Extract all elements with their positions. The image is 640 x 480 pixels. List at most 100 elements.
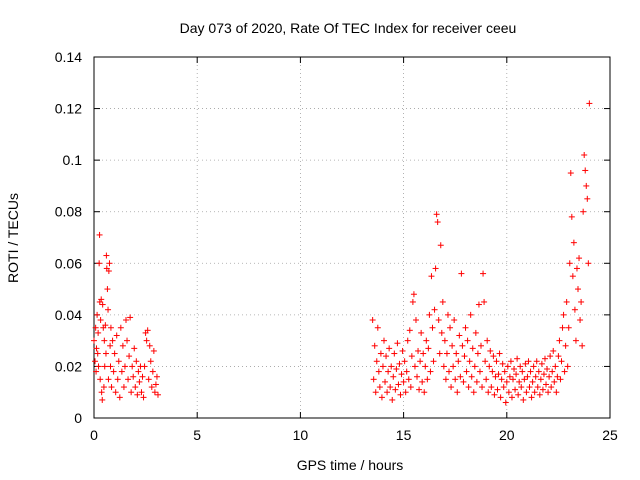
data-point xyxy=(399,347,406,354)
data-point xyxy=(553,389,560,396)
data-point xyxy=(411,363,418,370)
data-point xyxy=(520,396,527,403)
data-point xyxy=(488,384,495,391)
data-point xyxy=(107,324,114,331)
data-point xyxy=(409,298,416,305)
data-point xyxy=(96,298,103,305)
data-point xyxy=(536,391,543,398)
data-point xyxy=(414,373,421,380)
data-point xyxy=(148,384,155,391)
data-point xyxy=(111,350,118,357)
data-point xyxy=(97,317,104,324)
data-point xyxy=(110,368,117,375)
data-point xyxy=(582,167,589,174)
data-point xyxy=(389,396,396,403)
data-point xyxy=(91,337,97,344)
data-point xyxy=(375,368,382,375)
data-point xyxy=(440,363,447,370)
data-point xyxy=(135,368,142,375)
data-point xyxy=(382,378,389,385)
data-point xyxy=(374,324,381,331)
data-point xyxy=(403,368,410,375)
data-point xyxy=(372,389,379,396)
data-point xyxy=(422,363,429,370)
x-axis-label: GPS time / hours xyxy=(297,457,404,473)
data-point xyxy=(558,358,565,365)
data-point xyxy=(388,363,395,370)
data-point xyxy=(570,239,577,246)
data-point xyxy=(380,337,387,344)
data-point xyxy=(122,317,129,324)
data-point xyxy=(585,260,592,267)
x-tick-label: 25 xyxy=(602,427,618,443)
data-point xyxy=(455,358,462,365)
data-point xyxy=(120,384,127,391)
data-point xyxy=(556,337,563,344)
data-point xyxy=(129,363,136,370)
data-point xyxy=(452,376,459,383)
data-point xyxy=(506,373,513,380)
data-point xyxy=(501,368,508,375)
data-point xyxy=(438,329,445,336)
data-point xyxy=(580,208,587,215)
data-point xyxy=(433,211,440,218)
data-point xyxy=(373,358,380,365)
data-point xyxy=(526,384,533,391)
data-point xyxy=(421,389,428,396)
data-point xyxy=(412,317,419,324)
data-point xyxy=(509,376,516,383)
chart-title: Day 073 of 2020, Rate Of TEC Index for r… xyxy=(180,20,517,36)
data-point xyxy=(93,345,100,352)
data-point xyxy=(504,363,511,370)
data-point xyxy=(578,298,585,305)
data-point xyxy=(391,350,398,357)
data-point xyxy=(131,345,138,352)
data-point xyxy=(583,182,590,189)
data-point xyxy=(573,265,580,272)
plot-frame xyxy=(93,56,611,419)
data-point xyxy=(530,363,537,370)
data-point xyxy=(512,386,519,393)
data-point xyxy=(405,376,412,383)
data-point xyxy=(484,337,491,344)
y-tick-label: 0.06 xyxy=(55,255,82,271)
data-point xyxy=(459,342,466,349)
data-point xyxy=(540,371,547,378)
data-point xyxy=(417,358,424,365)
data-point xyxy=(431,306,438,313)
data-point xyxy=(544,366,551,373)
data-point xyxy=(485,389,492,396)
data-point xyxy=(150,347,157,354)
data-point xyxy=(100,384,107,391)
data-point xyxy=(119,342,126,349)
x-tick-label: 5 xyxy=(193,427,201,443)
data-point xyxy=(546,373,553,380)
data-point xyxy=(429,324,436,331)
data-point xyxy=(492,373,499,380)
data-point xyxy=(105,306,112,313)
data-point xyxy=(461,353,468,360)
data-point xyxy=(96,260,103,267)
data-point xyxy=(446,368,453,375)
data-point xyxy=(132,384,139,391)
data-point xyxy=(494,386,501,393)
data-point xyxy=(476,368,483,375)
data-point xyxy=(454,389,461,396)
data-point xyxy=(577,317,584,324)
data-point xyxy=(432,265,439,272)
data-point xyxy=(493,358,500,365)
data-point xyxy=(118,368,125,375)
data-point xyxy=(568,213,575,220)
data-point xyxy=(448,384,455,391)
data-point xyxy=(151,389,158,396)
data-point xyxy=(396,360,403,367)
data-point xyxy=(136,378,143,385)
x-tick-label: 0 xyxy=(90,427,98,443)
data-point xyxy=(534,384,541,391)
data-point xyxy=(532,373,539,380)
data-point xyxy=(554,373,561,380)
data-point xyxy=(402,389,409,396)
data-point xyxy=(106,260,113,267)
data-point xyxy=(458,270,465,277)
